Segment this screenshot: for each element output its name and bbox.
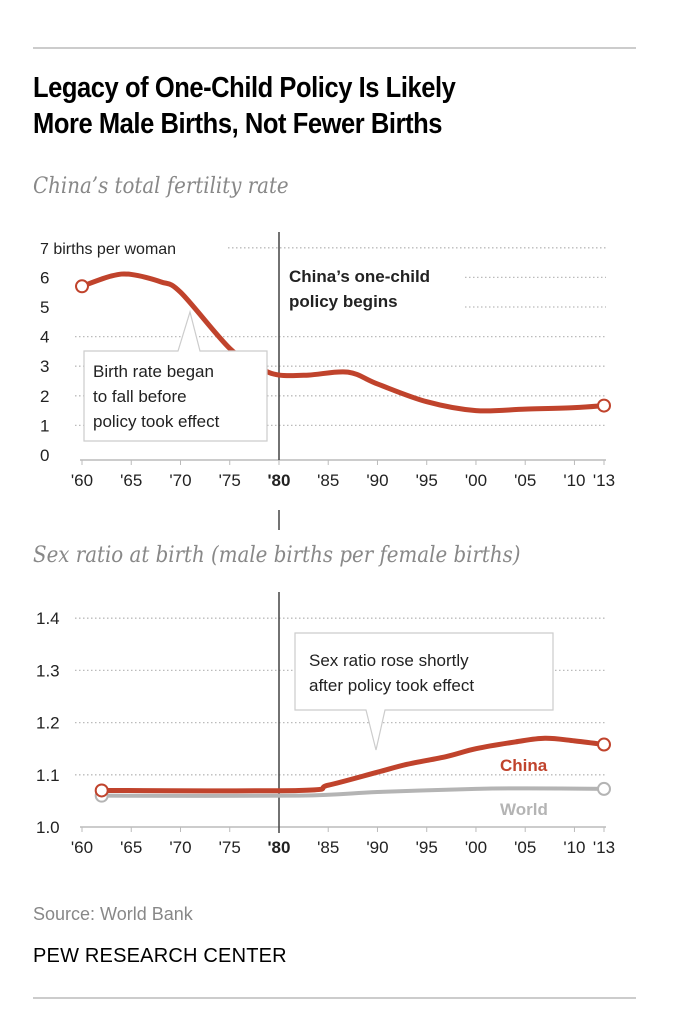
callout-box [83,309,268,442]
y-tick-label: 1.1 [36,766,60,785]
x-tick-label: '60 [71,471,93,490]
source: Source: World Bank [33,904,193,924]
endpoint-marker [597,781,611,796]
endpoint-marker [75,279,89,294]
x-tick-label: '13 [593,471,615,490]
x-tick-label: '10 [563,838,585,857]
x-tick-label: '80 [268,471,291,490]
x-tick-label: '00 [465,471,487,490]
bottom-rule [33,997,636,999]
x-tick-label: '75 [219,838,241,857]
top-rule [33,47,636,49]
x-tick-label: '75 [219,471,241,490]
x-tick-label: '85 [317,471,339,490]
sex-ratio-callout-text: Sex ratio rose shortly [309,651,469,670]
x-tick-label: '70 [169,838,191,857]
endpoint-marker [597,737,611,752]
x-tick-label: '13 [593,838,615,857]
y-tick-label: 1.3 [36,661,60,680]
y-tick-label: 2 [40,387,49,406]
y-tick-label: 3 [40,357,49,376]
y-tick-label: 0 [40,446,49,465]
endpoint-marker [597,398,611,413]
callout-box [294,632,554,751]
world-label: World [500,800,548,819]
fertility-line [79,271,607,414]
chart-title: Legacy of One-Child Policy Is Likely More… [33,70,456,142]
y-tick-label: 1.4 [36,609,60,628]
y-tick-label: 7 births per woman [40,241,176,258]
endpoint-marker [94,783,109,798]
title-line-2: More Male Births, Not Fewer Births [33,108,443,140]
x-tick-label: '10 [563,471,585,490]
policy-annotation: policy begins [289,292,398,311]
annotation-bg [284,256,464,318]
fertility-callout-text: policy took effect [93,412,220,431]
y-tick-label: 1.0 [36,818,60,837]
x-tick-label: '05 [514,471,536,490]
x-tick-label: '60 [71,838,93,857]
y-tick-label: 5 [40,298,49,317]
policy-annotation: China’s one-child [289,267,430,286]
china-line [99,735,607,794]
y-tick-label: 1 [40,416,49,435]
x-tick-label: '65 [120,838,142,857]
sex-ratio-callout-text: after policy took effect [309,676,474,695]
fertility-callout-text: to fall before [93,387,187,406]
x-tick-label: '70 [169,471,191,490]
brand: PEW RESEARCH CENTER [33,945,287,967]
fertility-subtitle: China’s total fertility rate [33,174,289,199]
x-tick-label: '80 [268,838,291,857]
y-tick-label: 1.2 [36,714,60,733]
x-tick-label: '00 [465,838,487,857]
sex-ratio-subtitle: Sex ratio at birth (male births per fema… [33,543,521,568]
title-line-1: Legacy of One-Child Policy Is Likely [33,72,456,104]
x-tick-label: '05 [514,838,536,857]
y-tick-label: 6 [40,268,49,287]
x-tick-label: '85 [317,838,339,857]
world-line [99,786,606,798]
china-label: China [500,756,548,775]
x-tick-label: '95 [416,471,438,490]
x-tick-label: '90 [366,838,388,857]
x-tick-label: '95 [416,838,438,857]
y-tick-label: 4 [40,328,49,347]
x-tick-label: '90 [366,471,388,490]
fertility-callout-text: Birth rate began [93,362,214,381]
x-tick-label: '65 [120,471,142,490]
